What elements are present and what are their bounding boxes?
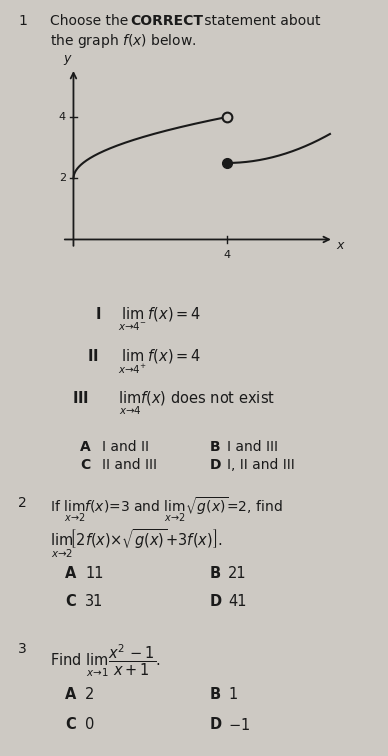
Text: D: D <box>210 458 222 472</box>
Text: II and III: II and III <box>102 458 157 472</box>
Text: $y$: $y$ <box>63 53 73 67</box>
Text: I, II and III: I, II and III <box>227 458 295 472</box>
Text: 21: 21 <box>228 566 247 581</box>
Text: 11: 11 <box>85 566 104 581</box>
Text: 1: 1 <box>228 687 237 702</box>
Text: I and III: I and III <box>227 440 278 454</box>
Text: 4: 4 <box>59 112 66 122</box>
Text: A: A <box>65 566 76 581</box>
Text: statement about: statement about <box>200 14 320 28</box>
Text: 31: 31 <box>85 594 103 609</box>
Text: 0: 0 <box>85 717 94 732</box>
Text: 2: 2 <box>18 496 27 510</box>
Text: $x$: $x$ <box>336 239 346 252</box>
Text: 2: 2 <box>85 687 94 702</box>
Text: B: B <box>210 687 221 702</box>
Text: 1: 1 <box>18 14 27 28</box>
Text: 2: 2 <box>59 173 66 183</box>
Text: $\mathbf{I}$: $\mathbf{I}$ <box>95 306 101 322</box>
Text: D: D <box>210 594 222 609</box>
Text: C: C <box>65 717 76 732</box>
Text: $\lim_{x\to 2}\!\left[2f(x)\times\sqrt{g(x)}+3f(x)\right].$: $\lim_{x\to 2}\!\left[2f(x)\times\sqrt{g… <box>50 528 223 560</box>
Text: the graph $f(x)$ below.: the graph $f(x)$ below. <box>50 32 196 50</box>
Text: D: D <box>210 717 222 732</box>
Text: $\lim_{x\to 4^+} f(x) = 4$: $\lim_{x\to 4^+} f(x) = 4$ <box>118 348 201 376</box>
Text: $\mathbf{II}$: $\mathbf{II}$ <box>87 348 99 364</box>
Text: 41: 41 <box>228 594 246 609</box>
Text: CORRECT: CORRECT <box>130 14 203 28</box>
Text: 3: 3 <box>18 642 27 656</box>
Text: B: B <box>210 566 221 581</box>
Text: Find $\lim_{x\to 1}\dfrac{x^2-1}{x+1}$.: Find $\lim_{x\to 1}\dfrac{x^2-1}{x+1}$. <box>50 642 161 679</box>
Text: $\lim_{x\to 4} f(x)$ does not exist: $\lim_{x\to 4} f(x)$ does not exist <box>118 390 275 417</box>
Text: If $\lim_{x\to 2} f(x) = 3$ and $\lim_{x\to 2}\sqrt{g(x)} = 2$, find: If $\lim_{x\to 2} f(x) = 3$ and $\lim_{x… <box>50 496 283 525</box>
Text: 4: 4 <box>223 250 230 260</box>
Text: B: B <box>210 440 221 454</box>
Text: $\mathbf{III}$: $\mathbf{III}$ <box>72 390 89 406</box>
Text: C: C <box>80 458 90 472</box>
Text: I and II: I and II <box>102 440 149 454</box>
Text: $-1$: $-1$ <box>228 717 250 733</box>
Text: A: A <box>80 440 91 454</box>
Text: C: C <box>65 594 76 609</box>
Text: $\lim_{x\to 4^-} f(x) = 4$: $\lim_{x\to 4^-} f(x) = 4$ <box>118 306 201 333</box>
Text: A: A <box>65 687 76 702</box>
Text: Choose the: Choose the <box>50 14 133 28</box>
